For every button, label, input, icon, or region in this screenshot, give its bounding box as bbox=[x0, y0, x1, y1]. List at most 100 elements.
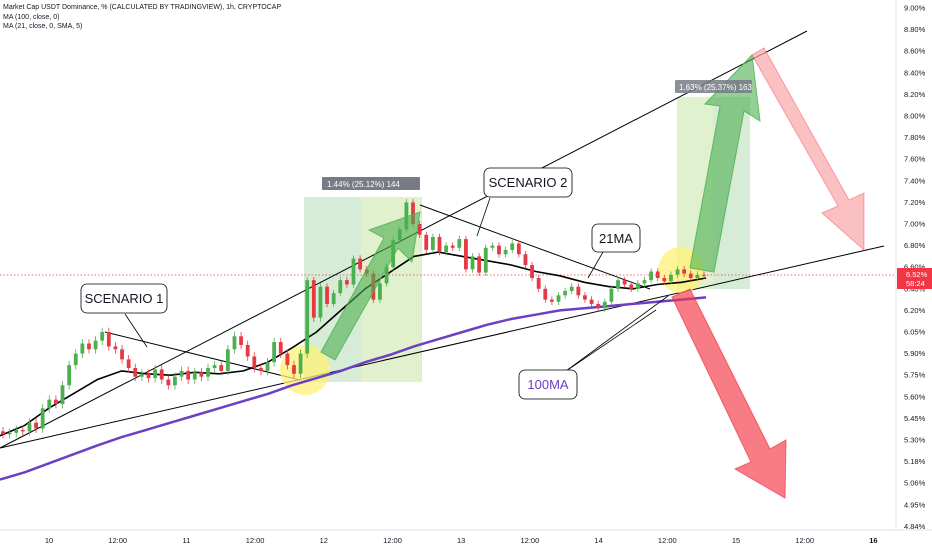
candle-down bbox=[146, 373, 151, 379]
y-tick-label: 4.84% bbox=[904, 522, 926, 531]
channel-lower-line bbox=[0, 245, 885, 449]
candle-down bbox=[662, 278, 667, 282]
candle-down bbox=[682, 269, 687, 274]
y-axis-pane[interactable] bbox=[896, 0, 932, 530]
candle-up bbox=[93, 340, 98, 350]
x-tick-label: 16 bbox=[869, 536, 877, 545]
candle-down bbox=[133, 368, 138, 377]
candle-down bbox=[702, 274, 706, 276]
scenario2-label: SCENARIO 2 bbox=[489, 175, 568, 190]
candle-down bbox=[34, 422, 38, 429]
candle-down bbox=[358, 258, 363, 270]
red-arrow-up-scenario bbox=[751, 47, 865, 252]
candle-up bbox=[563, 290, 568, 296]
candle-up bbox=[192, 372, 197, 380]
candle-down bbox=[464, 239, 468, 270]
ma21-pointer bbox=[587, 251, 604, 279]
candle-down bbox=[655, 271, 660, 278]
candle-down bbox=[576, 286, 581, 296]
chart-legend: Market Cap USDT Dominance, % (CALCULATED… bbox=[3, 3, 281, 32]
candle-up bbox=[378, 283, 382, 300]
candle-down bbox=[126, 359, 131, 368]
candle-up bbox=[7, 432, 12, 435]
candle-down bbox=[166, 379, 171, 386]
ma100-line bbox=[0, 296, 707, 481]
x-tick-label: 12:00 bbox=[795, 536, 814, 545]
y-tick-label: 5.90% bbox=[904, 349, 926, 358]
y-tick-label: 5.30% bbox=[904, 436, 926, 445]
candle-down bbox=[596, 303, 601, 309]
measure-label-2: 1.63% (25.37%) 163 bbox=[679, 83, 752, 92]
candle-up bbox=[470, 256, 475, 270]
y-tick-label: 9.00% bbox=[904, 4, 926, 13]
candle-down bbox=[530, 265, 534, 278]
measure-label-2-bg bbox=[675, 80, 752, 93]
candle-up bbox=[609, 288, 614, 302]
candle-down bbox=[278, 342, 283, 354]
scenario2-pointer bbox=[476, 197, 491, 237]
last-price-countdown: 58:24 bbox=[906, 279, 925, 288]
y-tick-label: 8.40% bbox=[904, 68, 926, 77]
candle-down bbox=[113, 346, 118, 350]
candle-down bbox=[622, 280, 627, 285]
measure-label-1-bg bbox=[322, 177, 420, 190]
x-tick-label: 15 bbox=[732, 536, 740, 545]
x-tick-label: 12:00 bbox=[383, 536, 402, 545]
candle-down bbox=[292, 365, 296, 374]
y-tick-label: 7.60% bbox=[904, 155, 926, 164]
candle-down bbox=[245, 344, 250, 357]
candle-up bbox=[384, 267, 389, 284]
candle-down bbox=[411, 202, 415, 224]
candle-series bbox=[1, 199, 706, 439]
candle-up bbox=[272, 342, 277, 363]
ma100-label: 100MA bbox=[527, 377, 569, 392]
candle-up bbox=[47, 399, 52, 409]
candle-up bbox=[457, 239, 462, 248]
candle-up bbox=[27, 422, 32, 432]
candle-down bbox=[120, 349, 124, 360]
green-arrow-2 bbox=[689, 53, 761, 273]
ma100-box[interactable] bbox=[518, 369, 578, 400]
y-tick-label: 8.20% bbox=[904, 90, 926, 99]
candle-up bbox=[265, 362, 270, 371]
candle-up bbox=[232, 336, 237, 350]
y-tick-label: 4.95% bbox=[904, 500, 926, 509]
candle-down bbox=[252, 356, 257, 368]
candle-up bbox=[602, 301, 607, 309]
ma21-label: 21MA bbox=[599, 231, 633, 246]
y-tick-label: 6.80% bbox=[904, 241, 926, 250]
candle-up bbox=[305, 280, 310, 354]
y-tick-label: 6.20% bbox=[904, 306, 926, 315]
candle-down bbox=[629, 284, 634, 289]
candle-down bbox=[219, 365, 224, 371]
legend-symbol: Market Cap USDT Dominance, % (CALCULATED… bbox=[3, 4, 282, 11]
candle-up bbox=[212, 365, 217, 368]
legend-ma21: MA (21, close, 0, SMA, 5) bbox=[3, 23, 83, 30]
candle-up bbox=[331, 293, 336, 304]
candle-down bbox=[106, 332, 111, 347]
legend-ma100: MA (100, close, 0) bbox=[3, 13, 60, 21]
candle-up bbox=[80, 343, 85, 354]
y-tick-label: 5.18% bbox=[904, 457, 926, 466]
measure-label-1: 1.44% (25.12%) 144 bbox=[327, 180, 400, 189]
ma21-box[interactable] bbox=[591, 223, 641, 253]
candle-up bbox=[649, 271, 653, 281]
candle-down bbox=[424, 234, 429, 250]
candle-down bbox=[589, 299, 594, 304]
candle-up bbox=[444, 245, 448, 253]
y-tick-label: 8.80% bbox=[904, 25, 926, 34]
candle-up bbox=[67, 365, 72, 386]
x-tick-label: 11 bbox=[183, 536, 191, 545]
y-tick-label: 6.60% bbox=[904, 263, 926, 272]
scenario2-box[interactable] bbox=[483, 167, 573, 198]
y-tick-label: 5.06% bbox=[904, 479, 926, 488]
candle-down bbox=[543, 288, 548, 300]
candle-up bbox=[40, 408, 45, 429]
resistance-line-2 bbox=[419, 204, 651, 290]
y-tick-label: 5.60% bbox=[904, 392, 926, 401]
scenario1-box[interactable] bbox=[80, 283, 168, 314]
candle-up bbox=[318, 286, 323, 318]
candle-up bbox=[669, 274, 673, 282]
y-tick-label: 7.80% bbox=[904, 133, 926, 142]
